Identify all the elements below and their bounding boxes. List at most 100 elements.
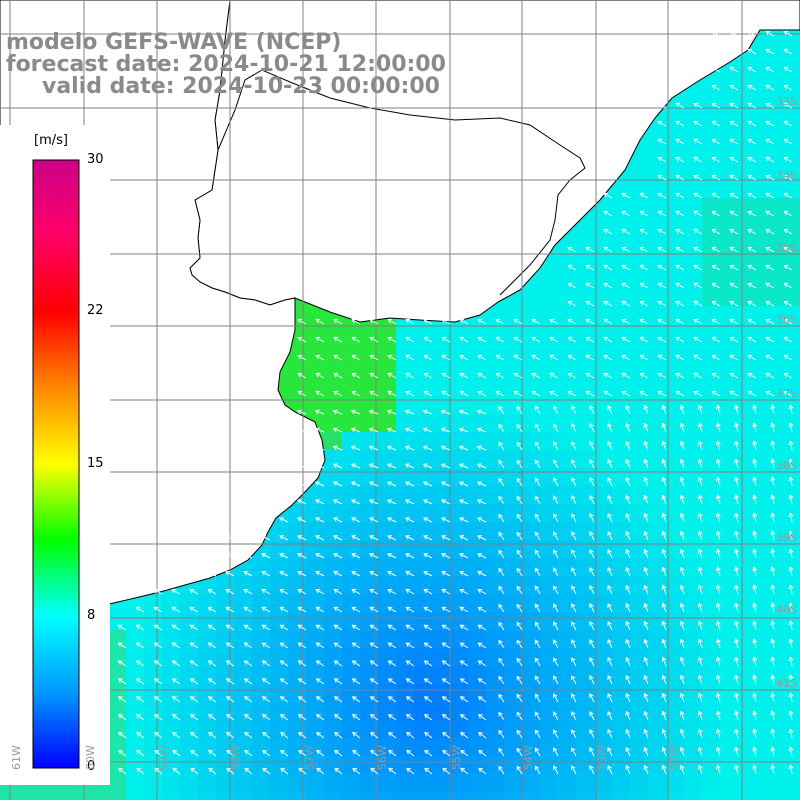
wind-speed-cell [216, 576, 235, 595]
wind-speed-cell [522, 666, 541, 685]
wind-speed-cell [342, 540, 361, 559]
wind-speed-cell [486, 450, 505, 469]
wind-speed-cell [486, 774, 505, 793]
wind-speed-cell [108, 774, 127, 793]
wind-speed-cell [522, 486, 541, 505]
wind-speed-cell [612, 756, 631, 775]
wind-arrow [369, 372, 379, 379]
wind-speed-cell [342, 396, 361, 415]
wind-arrow [657, 210, 667, 217]
wind-arrow [765, 264, 775, 271]
wind-speed-cell [630, 684, 649, 703]
wind-speed-cell [702, 432, 721, 451]
wind-arrow [657, 354, 667, 361]
wind-vectors [9, 30, 794, 775]
wind-arrow [675, 120, 685, 127]
wind-arrow [531, 354, 541, 361]
wind-arrow [711, 318, 721, 325]
wind-speed-cell [288, 630, 307, 649]
wind-speed-cell [378, 486, 397, 505]
wind-speed-cell [414, 720, 433, 739]
wind-speed-cell [702, 306, 721, 325]
wind-speed-cell [756, 36, 775, 55]
wind-arrow [783, 318, 793, 325]
wind-speed-cell [756, 630, 775, 649]
wind-speed-cell [792, 36, 800, 55]
wind-arrow [405, 372, 415, 379]
wind-speed-cell [288, 360, 307, 379]
wind-speed-cell [738, 702, 757, 721]
wind-arrow [783, 48, 793, 55]
wind-speed-cell [306, 738, 325, 757]
wind-speed-cell [792, 468, 800, 487]
wind-speed-cell [612, 252, 631, 271]
wind-speed-cell [684, 198, 703, 217]
wind-speed-cell [684, 342, 703, 361]
wind-speed-cell [792, 234, 800, 253]
wind-speed-cell [720, 576, 739, 595]
wind-speed-cell [540, 648, 559, 667]
wind-speed-cell [270, 774, 289, 793]
wind-speed-cell [432, 684, 451, 703]
wind-arrow [711, 66, 721, 73]
wind-speed-cell [702, 468, 721, 487]
wind-speed-cell [306, 594, 325, 613]
wind-speed-cell [306, 702, 325, 721]
wind-speed-cell [540, 576, 559, 595]
wind-speed-cell [504, 540, 523, 559]
wind-speed-cell [720, 666, 739, 685]
wind-speed-cell [684, 792, 703, 800]
wind-arrow [459, 336, 469, 343]
wind-speed-cell [360, 630, 379, 649]
wind-speed-cell [180, 684, 199, 703]
wind-speed-cell [594, 378, 613, 397]
wind-speed-cell [594, 450, 613, 469]
latitude-label: 41S [776, 677, 797, 690]
wind-arrow [567, 300, 577, 307]
wind-arrow [567, 372, 577, 379]
wind-speed-cell [198, 702, 217, 721]
wind-speed-cell [666, 792, 685, 800]
land-mass-northeast [217, 69, 586, 296]
wind-speed-cell [306, 612, 325, 631]
wind-speed-cell [108, 666, 127, 685]
latitude-label: 40S [776, 603, 797, 616]
wind-speed-cell [612, 576, 631, 595]
wind-speed-cell [540, 324, 559, 343]
wind-speed-cell [540, 270, 559, 289]
wind-speed-cell [666, 756, 685, 775]
wind-arrow [387, 390, 397, 397]
wind-speed-cell [558, 306, 577, 325]
wind-speed-cell [612, 666, 631, 685]
longitude-label: 61W [10, 745, 23, 770]
wind-arrow [297, 372, 307, 379]
wind-speed-cell [738, 648, 757, 667]
wind-speed-cell [594, 612, 613, 631]
wind-speed-cell [612, 450, 631, 469]
wind-speed-cell [342, 486, 361, 505]
wind-speed-cell [486, 666, 505, 685]
wind-speed-cell [162, 684, 181, 703]
wind-speed-cell [720, 684, 739, 703]
wind-speed-cell [756, 792, 775, 800]
wind-speed-cell [666, 630, 685, 649]
wind-speed-cell [594, 414, 613, 433]
wind-arrow [441, 354, 451, 361]
wind-arrow [711, 246, 721, 253]
wind-speed-cell [630, 792, 649, 800]
longitude-label: 58W [230, 745, 243, 770]
wind-speed-cell [666, 648, 685, 667]
wind-speed-cell [774, 630, 793, 649]
wind-speed-cell [774, 288, 793, 307]
wind-speed-cell [666, 198, 685, 217]
wind-arrow [657, 102, 667, 109]
wind-speed-cell [486, 396, 505, 415]
wind-speed-cell [450, 792, 469, 800]
wind-speed-cell [486, 720, 505, 739]
wind-speed-cell [648, 450, 667, 469]
wind-speed-cell [288, 504, 307, 523]
wind-speed-cell [342, 360, 361, 379]
wind-arrow [549, 354, 559, 361]
wind-speed-cell [648, 540, 667, 559]
wind-speed-cell [414, 432, 433, 451]
